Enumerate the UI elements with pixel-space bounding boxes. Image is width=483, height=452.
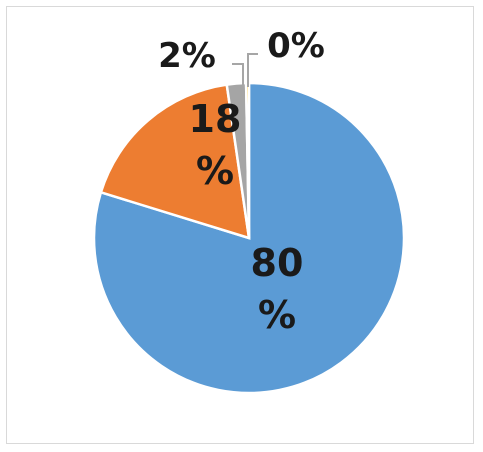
pie-slice-b <box>99 83 251 240</box>
data-label-c: 2% <box>158 36 216 76</box>
leader-line-d <box>247 53 258 87</box>
leader-lines <box>232 53 258 87</box>
leader-line-c <box>232 63 244 87</box>
data-label-a: 80 <box>251 241 304 285</box>
data-label-d: 0% <box>267 26 325 66</box>
data-label-b: 18 <box>189 97 242 141</box>
data-label-a-unit: % <box>258 293 296 337</box>
pie-slices <box>92 81 406 395</box>
data-labels: 80% 18% 2% 0% <box>158 26 325 337</box>
data-label-b-unit: % <box>196 149 234 193</box>
